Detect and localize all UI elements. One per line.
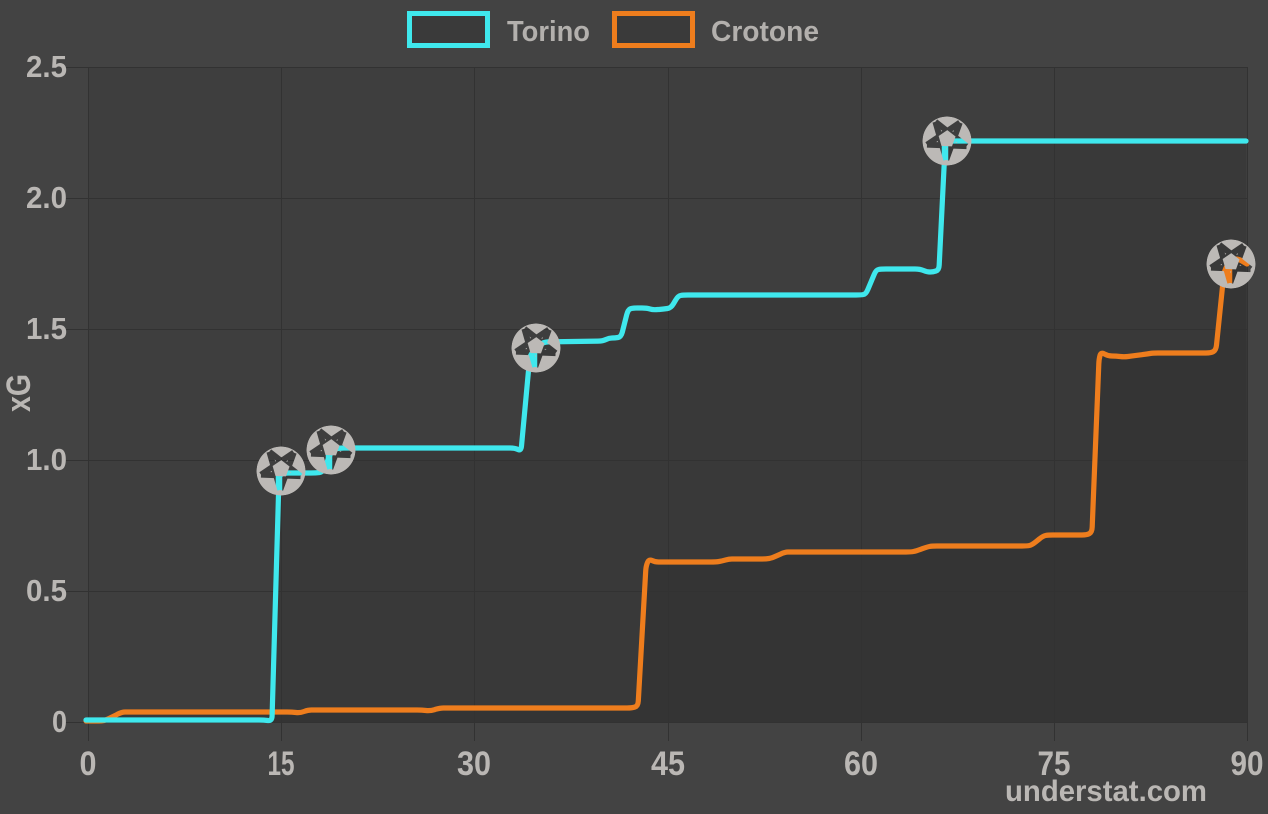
svg-text:2.5: 2.5: [26, 49, 67, 84]
svg-text:1.5: 1.5: [26, 311, 67, 346]
svg-text:45: 45: [651, 745, 685, 783]
svg-text:0.5: 0.5: [26, 573, 67, 608]
svg-text:0: 0: [52, 704, 67, 739]
svg-text:90: 90: [1231, 745, 1264, 783]
svg-text:0: 0: [80, 745, 97, 783]
svg-text:1.0: 1.0: [26, 442, 67, 477]
svg-text:30: 30: [457, 745, 491, 783]
svg-text:xG: xG: [0, 374, 38, 412]
svg-text:15: 15: [268, 745, 295, 783]
svg-text:understat.com: understat.com: [1005, 775, 1207, 808]
svg-text:Torino: Torino: [507, 16, 590, 48]
svg-text:60: 60: [844, 745, 878, 783]
svg-text:75: 75: [1038, 745, 1071, 783]
svg-text:Crotone: Crotone: [711, 16, 819, 48]
svg-text:2.0: 2.0: [26, 180, 67, 215]
